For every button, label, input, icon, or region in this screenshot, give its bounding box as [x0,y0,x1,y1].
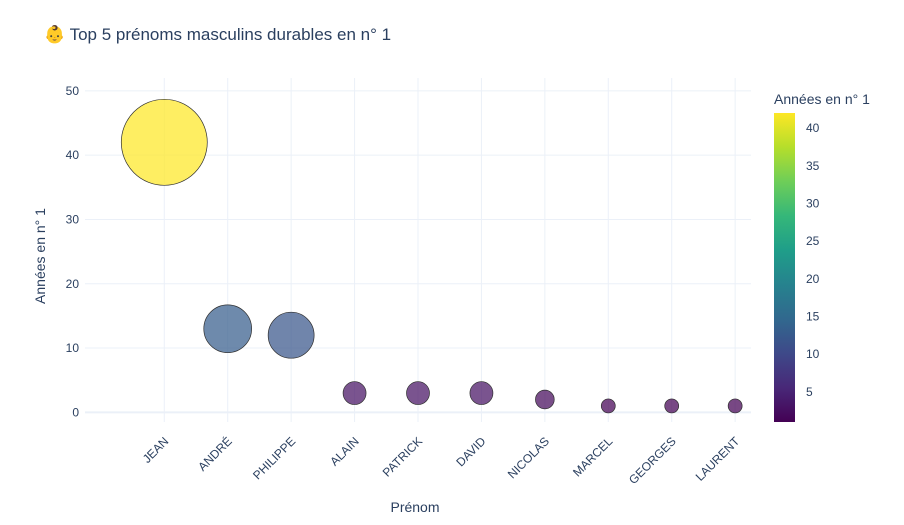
y-tick-label: 50 [66,84,80,98]
y-tick-label: 0 [72,405,79,419]
x-tick-label: JEAN [140,434,172,466]
colorbar: Années en n° 1 5 10 15 20 25 30 35 40 [774,91,870,422]
bubble-marker [342,381,367,405]
y-tick-label: 10 [66,341,80,355]
colorbar-tick-label: 40 [806,121,820,135]
x-tick-label: NICOLAS [505,434,552,481]
x-tick-label: LAURENT [693,434,743,484]
colorbar-tick-label: 35 [806,159,820,173]
y-tick-label: 40 [66,148,80,162]
x-tick-label: DAVID [453,434,488,469]
x-tick-label: PHILIPPE [250,434,298,482]
colorbar-tick-label: 30 [806,196,820,210]
bubble-marker [203,304,252,354]
y-tick-label: 20 [66,277,80,291]
colorbar-tick-labels: 5 10 15 20 25 30 35 40 [806,121,820,399]
x-axis-title: Prénom [390,499,439,515]
colorbar-tick-label: 25 [806,234,820,248]
colorbar-title: Années en n° 1 [774,91,870,107]
x-tick-label: ANDRÉ [195,434,235,474]
x-tick-label: ALAIN [327,434,361,468]
y-tick-label: 30 [66,212,80,226]
bubble-marker [664,398,680,414]
bubble-marker [406,381,430,405]
bubble-marker [535,389,555,410]
bubble-marker [120,98,208,186]
chart-title: 👶 Top 5 prénoms masculins durables en n°… [44,24,391,44]
x-tick-label: PATRICK [380,434,425,479]
bubble-marker [267,311,315,359]
bubble-marker [727,398,743,414]
x-tick-labels: JEAN ANDRÉ PHILIPPE ALAIN PATRICK DAVID NICOLA… [140,434,743,488]
chart-grid [85,78,751,422]
bubble-marker [600,398,616,414]
colorbar-tick-label: 20 [806,272,820,286]
bubble-marker [469,381,494,405]
colorbar-tick-label: 15 [806,309,820,323]
y-axis-title: Années en n° 1 [32,208,48,304]
bubble-markers [120,98,743,414]
colorbar-gradient [774,113,795,422]
x-tick-label: MARCEL [570,434,615,479]
colorbar-tick-label: 10 [806,347,820,361]
y-tick-labels: 0 10 20 30 40 50 [66,84,80,419]
x-tick-label: GEORGES [626,434,679,487]
colorbar-tick-label: 5 [806,385,813,399]
